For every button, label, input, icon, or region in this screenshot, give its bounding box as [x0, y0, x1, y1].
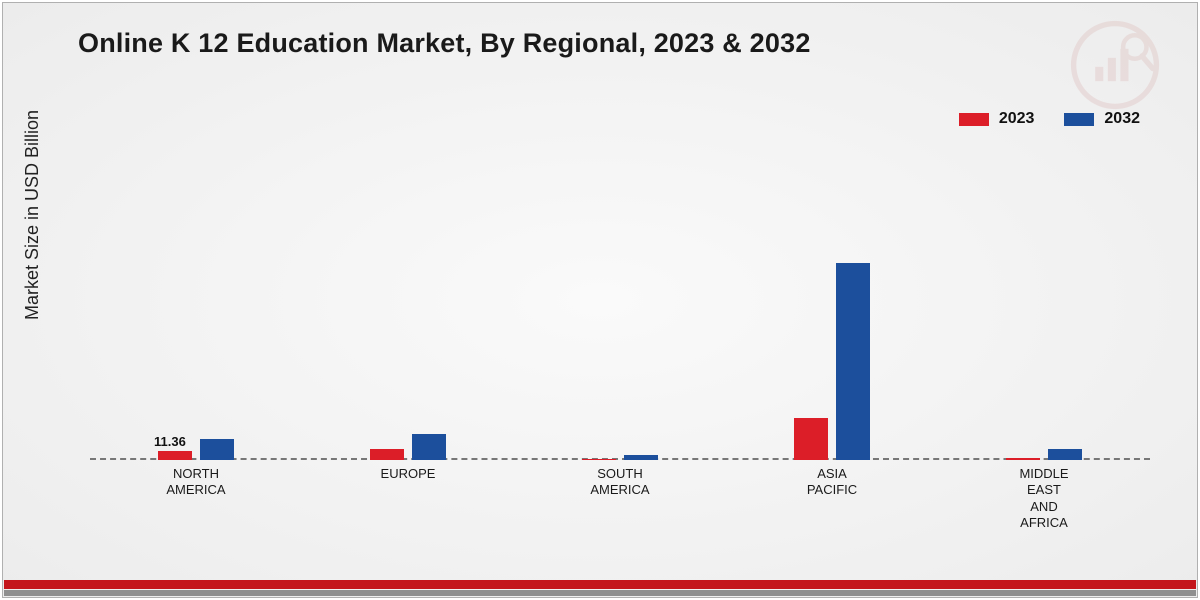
- bar-2032: [836, 263, 870, 460]
- category-axis: NORTH AMERICA EUROPE SOUTH AMERICA ASIA PAC…: [90, 460, 1150, 550]
- legend-label-2023: 2023: [999, 110, 1035, 128]
- footer-bar-grey: [4, 590, 1196, 596]
- legend-item-2023: 2023: [959, 110, 1035, 128]
- footer-bar-red: [4, 580, 1196, 589]
- category-label: SOUTH AMERICA: [560, 466, 680, 499]
- plot-area: 11.36: [90, 150, 1150, 460]
- legend-swatch-2023: [959, 113, 989, 126]
- bar-value-label: 11.36: [154, 434, 186, 451]
- category-label: EUROPE: [348, 466, 468, 482]
- watermark-logo: [1070, 20, 1160, 110]
- category-label: MIDDLE EAST AND AFRICA: [984, 466, 1104, 531]
- category-label: ASIA PACIFIC: [772, 466, 892, 499]
- bar-2032: [200, 439, 234, 460]
- category-label: NORTH AMERICA: [136, 466, 256, 499]
- bar-2023: [370, 449, 404, 460]
- bar-2023: 11.36: [158, 451, 192, 460]
- bar-2023: [794, 418, 828, 460]
- y-axis-label: Market Size in USD Billion: [22, 110, 43, 320]
- legend-swatch-2032: [1064, 113, 1094, 126]
- bar-2032: [412, 434, 446, 460]
- legend: 2023 2032: [959, 110, 1140, 128]
- legend-item-2032: 2032: [1064, 110, 1140, 128]
- chart-title: Online K 12 Education Market, By Regiona…: [78, 28, 811, 59]
- legend-label-2032: 2032: [1104, 110, 1140, 128]
- bar-2032: [1048, 449, 1082, 460]
